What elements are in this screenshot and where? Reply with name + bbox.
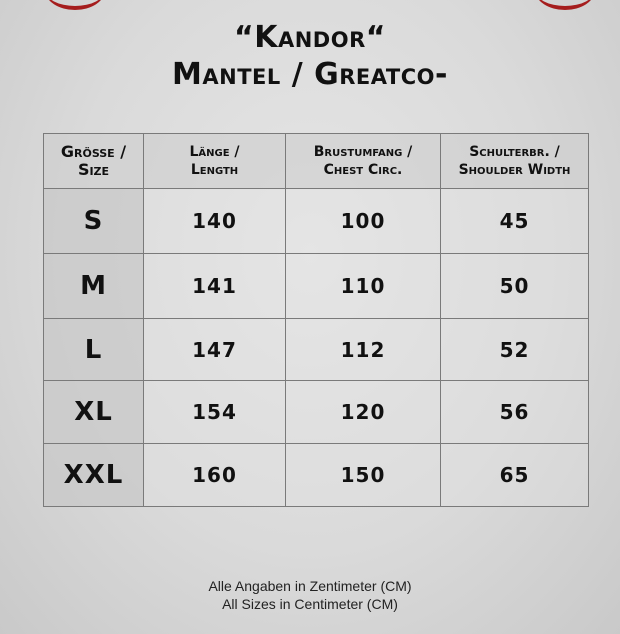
cell-shoulder: 65: [440, 443, 589, 507]
cell-length: 147: [143, 318, 286, 381]
cell-chest: 120: [285, 380, 441, 444]
table-row: XL 154 120 56: [43, 380, 589, 444]
cell-size: XXL: [43, 443, 144, 507]
header-chest: Brustumfang / Chest Circ.: [285, 133, 441, 189]
cell-size: L: [43, 318, 144, 381]
header-shoulder: Schulterbr. / Shoulder Width: [440, 133, 589, 189]
ornament-right: [535, 0, 595, 10]
size-table: Grösse / Size Länge / Length Brustumfang /…: [43, 133, 589, 507]
cell-shoulder: 45: [440, 188, 589, 254]
cell-length: 140: [143, 188, 286, 254]
cell-shoulder: 50: [440, 253, 589, 319]
cell-chest: 112: [285, 318, 441, 381]
table-header-row: Grösse / Size Länge / Length Brustumfang /…: [43, 133, 589, 189]
cell-shoulder: 52: [440, 318, 589, 381]
cell-size: XL: [43, 380, 144, 444]
header-length: Länge / Length: [143, 133, 286, 189]
product-title: “Kandor“: [234, 20, 386, 55]
table-row: L 147 112 52: [43, 318, 589, 381]
table-row: XXL 160 150 65: [43, 443, 589, 507]
cell-shoulder: 56: [440, 380, 589, 444]
footer-note-de: Alle Angaben in Zentimeter (CM): [208, 578, 412, 594]
table-row: S 140 100 45: [43, 188, 589, 254]
cell-size: M: [43, 253, 144, 319]
cell-length: 154: [143, 380, 286, 444]
header-size: Grösse / Size: [43, 133, 144, 189]
cell-chest: 110: [285, 253, 441, 319]
cell-chest: 100: [285, 188, 441, 254]
product-subtitle: Mantel / Greatco-: [172, 57, 448, 92]
cell-size: S: [43, 188, 144, 254]
table-row: M 141 110 50: [43, 253, 589, 319]
cell-length: 141: [143, 253, 286, 319]
ornament-left: [45, 0, 105, 10]
cell-length: 160: [143, 443, 286, 507]
footer-note-en: All Sizes in Centimeter (CM): [222, 596, 398, 612]
cell-chest: 150: [285, 443, 441, 507]
